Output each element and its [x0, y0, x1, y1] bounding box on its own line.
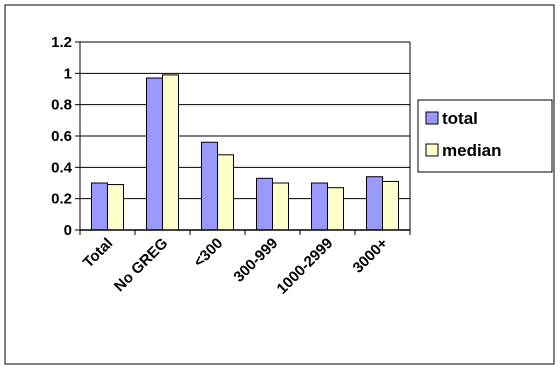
- bar-total: [91, 182, 108, 231]
- legend-swatch-total: [425, 111, 439, 125]
- bar-total: [146, 77, 163, 231]
- y-tick-label: 0.2: [51, 191, 72, 208]
- bar-total: [201, 141, 218, 231]
- legend: total median: [417, 99, 553, 173]
- bar-median: [107, 184, 124, 231]
- y-tick-label: 0.6: [51, 128, 72, 145]
- y-tick-label: 1.2: [51, 34, 72, 51]
- bar-total: [256, 177, 273, 231]
- legend-label-total: total: [442, 109, 478, 128]
- bar-total: [366, 176, 383, 231]
- bar-total: [311, 182, 328, 231]
- y-tick-label: 0.8: [51, 97, 72, 114]
- bar-median: [327, 187, 344, 231]
- bar-median: [382, 180, 399, 231]
- bar-median: [217, 154, 234, 231]
- legend-label-median: median: [442, 141, 502, 160]
- bar-median: [272, 182, 289, 231]
- legend-box: [417, 99, 553, 173]
- bar-median: [162, 74, 179, 231]
- y-tick-label: 0.4: [51, 159, 73, 176]
- y-tick-label: 0: [64, 222, 72, 239]
- legend-swatch-median: [425, 143, 439, 157]
- y-tick-label: 1: [64, 65, 72, 82]
